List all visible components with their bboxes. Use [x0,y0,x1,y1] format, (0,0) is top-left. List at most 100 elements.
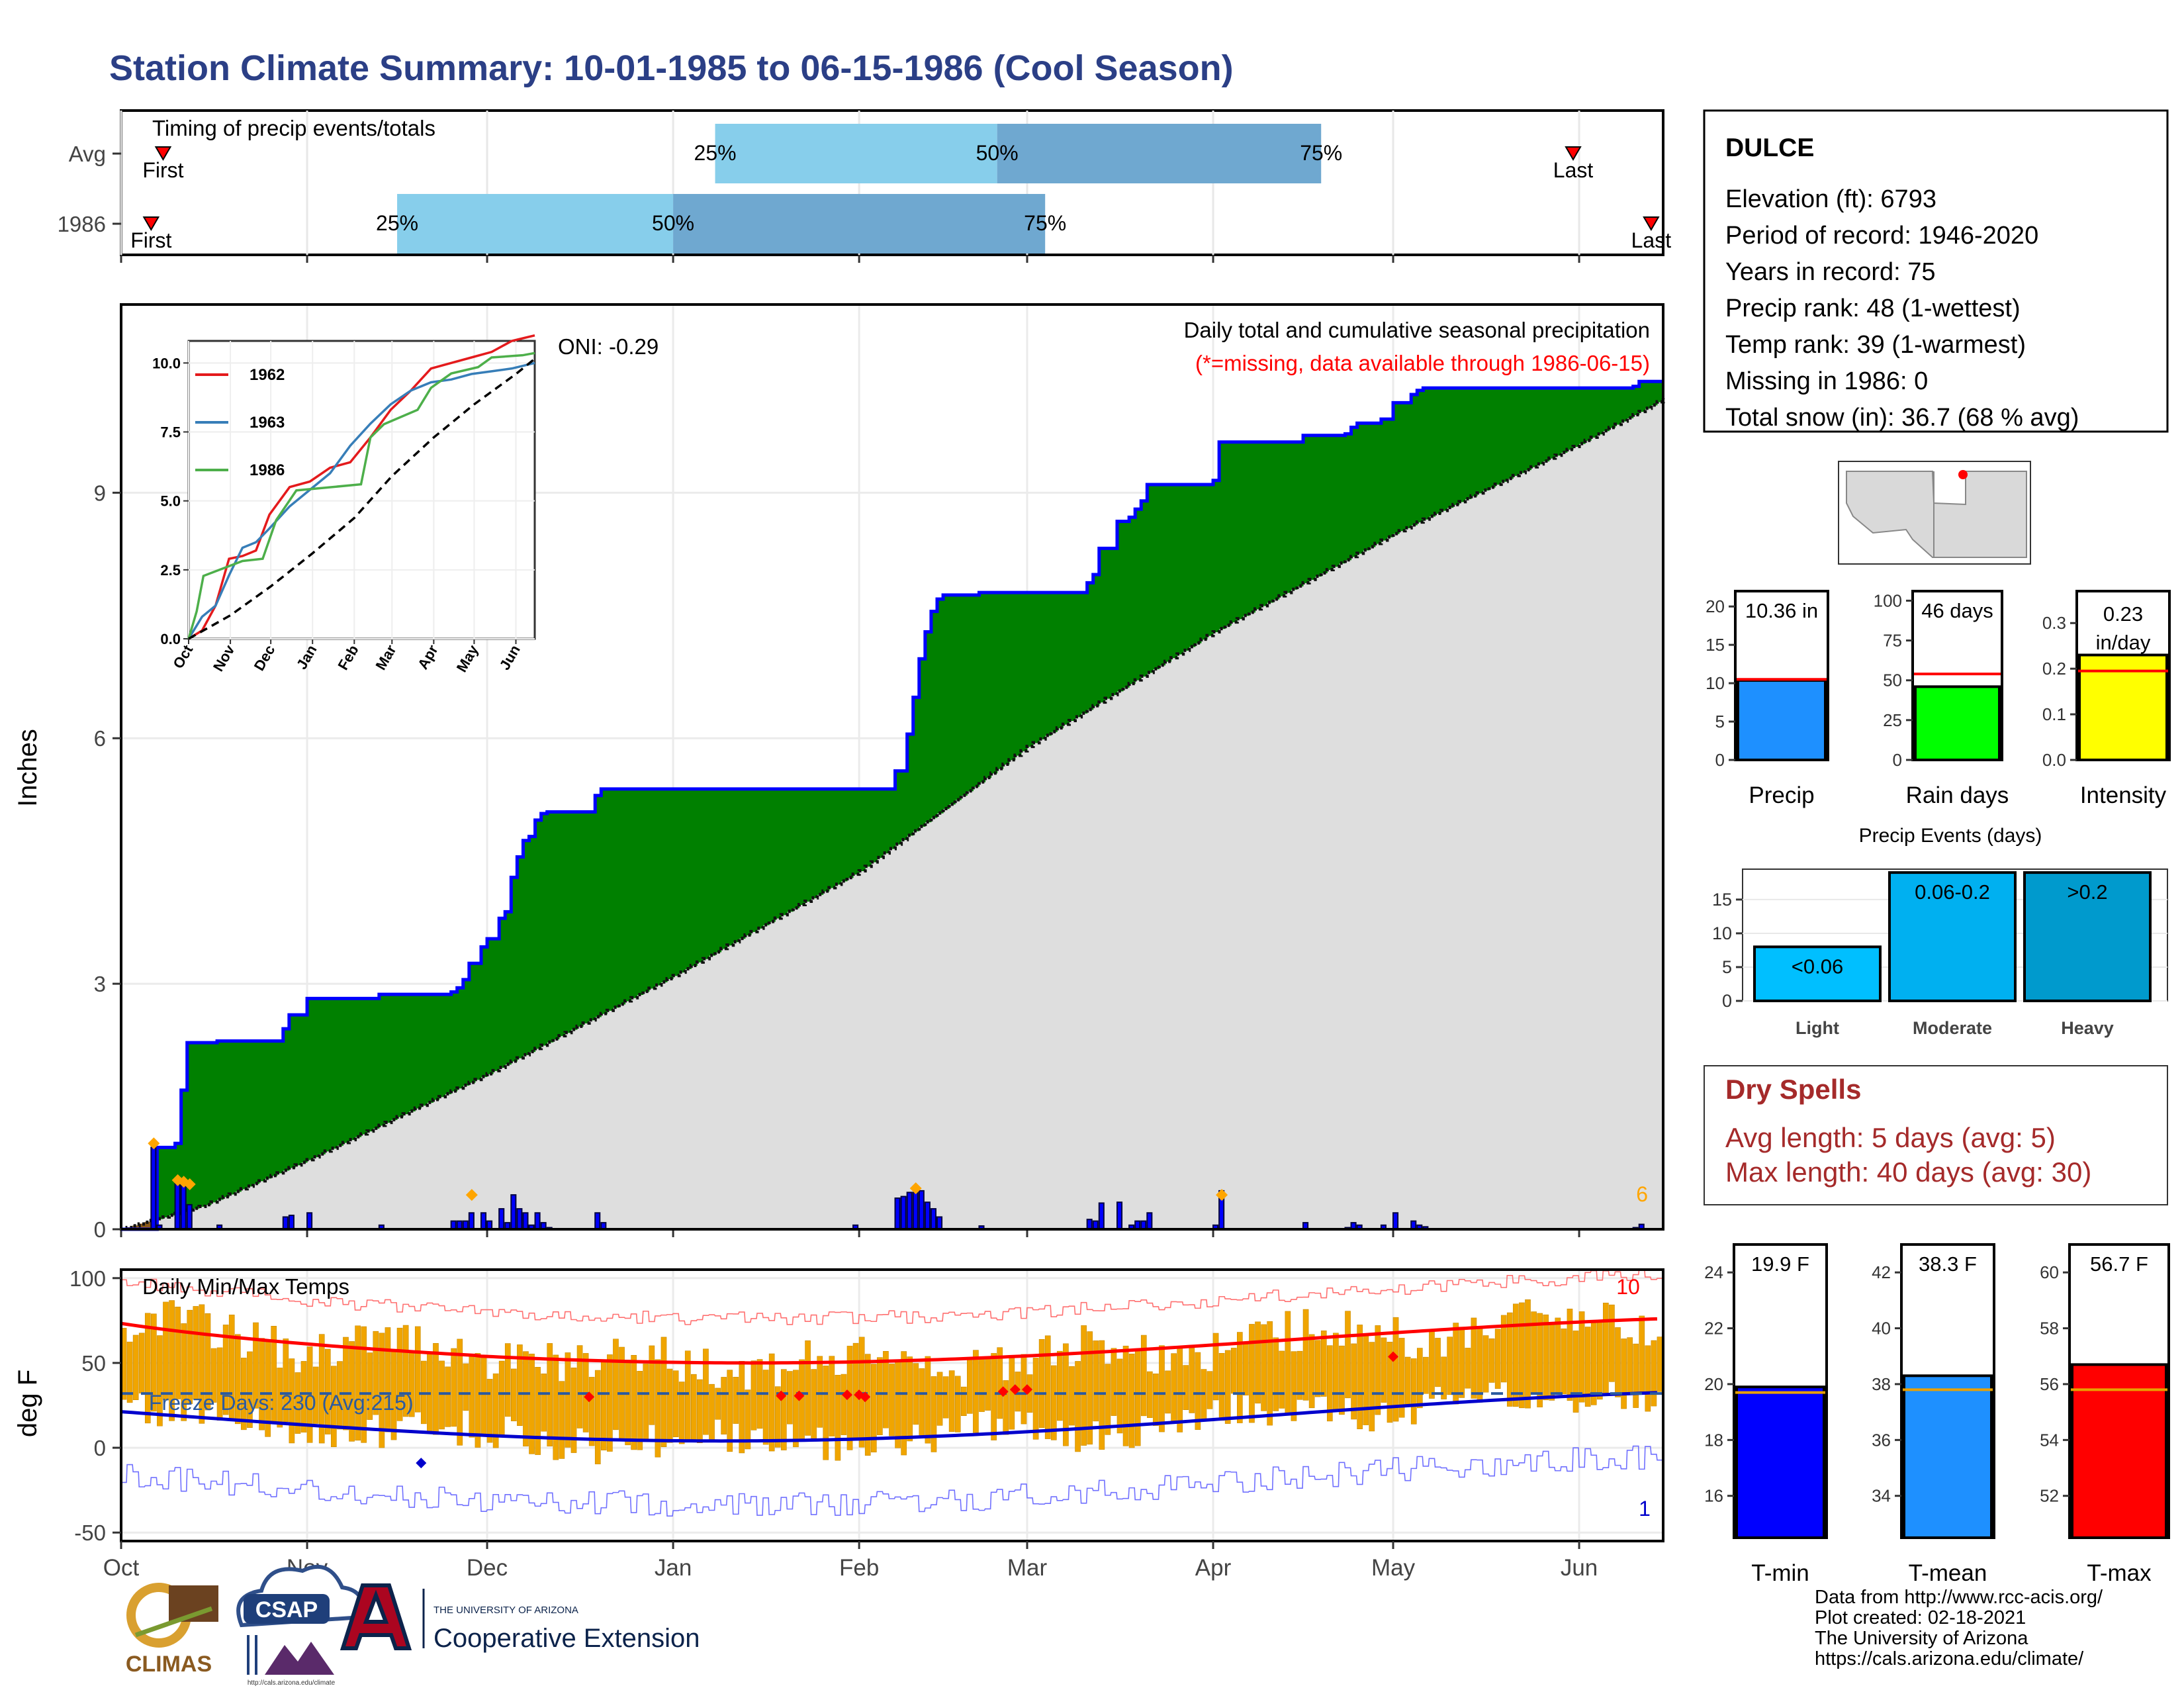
timing-bar-q1-avg [715,124,997,183]
daily-precip-bar-25 [594,1212,601,1230]
record-high-marker-1 [776,1390,787,1401]
daily-precip-bar-16 [498,1208,505,1230]
dry-spells-frame [1704,1065,2168,1205]
timing-p50-avg: 50% [976,141,1019,165]
timing-p25-1986: 25% [376,211,418,235]
station-info-box: DULCE Elevation (ft): 6793 Period of reco… [1703,109,2169,433]
temp-summary-category-label-t-min: T-min [1751,1560,1809,1586]
daily-precip-bar-28 [894,1197,901,1230]
temp-ylabel: deg F [13,1370,42,1437]
freeze-days-label: Freeze Days: 230 (Avg:215) [149,1391,414,1415]
station-line-2: Years in record: 75 [1725,258,1936,286]
temp-summary-panels: 16 18 20 22 24 19.9 F T-min 34 36 38 40 42 38.3 F T-m… [1704,1243,2170,1586]
timing-p25-avg: 25% [694,141,737,165]
precip-chart-subtitle: (*=missing, data available through 1986-… [1195,351,1650,375]
precip-ytick-label-6: 6 [94,726,106,751]
precip-summary-category-label-rain-days: Rain days [1906,782,2009,808]
timing-p75-1986: 75% [1024,211,1066,235]
temp-summary-ytick-label-2-4: 60 [2040,1262,2059,1282]
timing-p50-1986: 50% [652,211,694,235]
daily-precip-bar-6 [282,1216,289,1231]
temp-summary-value-label-t-min: 19.9 F [1751,1252,1809,1276]
precip-summary-category-label-precip: Precip [1749,782,1814,808]
inset-ytick-label-4: 10.0 [152,355,181,371]
ua-logo: THE UNIVERSITY OF ARIZONA Cooperative Ex… [340,1583,700,1653]
last-marker-1986 [1643,216,1660,231]
temp-ytick-label-0: 0 [94,1436,106,1460]
temp-summary-ytick-label-0-2: 20 [1704,1374,1723,1394]
max-precip-marker-4 [465,1189,478,1201]
dry-spells-max: Max length: 40 days (avg: 30) [1725,1156,2091,1188]
station-lines: Elevation (ft): 6793 Period of record: 19… [1725,185,2079,432]
avg-min-temp-line [120,1391,1658,1443]
temp-summary-ytick-label-1-4: 42 [1872,1262,1891,1282]
precip-yticks: 0 3 6 9 [94,481,121,1242]
temp-xtick-label-3: Jan [655,1555,692,1581]
temp-xtick-label-2: Dec [467,1555,508,1581]
timing-panel: 25% 50% 75% First Last Avg 25% 50% 75% First Last 1… [58,109,1671,263]
precip-summary-bar-precip [1737,679,1827,762]
precip-summary-ytick-label-1-3: 75 [1883,631,1902,651]
daily-precip-bar-31 [912,1192,919,1231]
inset-ytick-label-3: 7.5 [160,424,181,441]
station-line-4: Temp rank: 39 (1-warmest) [1725,331,2026,359]
record-max-line [121,1268,1662,1325]
ua-block-a [340,1583,412,1650]
ua-small-text: THE UNIVERSITY OF ARIZONA [433,1605,578,1616]
temp-yticks: -50 0 50 100 [69,1266,121,1545]
station-frame [1703,109,2169,433]
precip-summary-ytick-label-0-0: 0 [1715,750,1725,770]
daily-precip-bar-3 [180,1181,187,1230]
record-low-marker-0 [416,1458,427,1469]
precip-summary-ytick-label-1-0: 0 [1893,750,1902,770]
timing-title: Timing of precip events/totals [152,116,435,140]
daily-precip-bar-19 [516,1208,523,1230]
precip-summary-ytick-label-0-1: 5 [1715,712,1725,731]
precip-ytick-label-9: 9 [94,481,106,505]
daily-precip-bar-33 [924,1201,931,1230]
daily-precip-bar-4 [186,1203,193,1230]
footer-credit-line-0: Data from http://www.rcc-acis.org/ [1815,1587,2103,1608]
csap-badge [244,1594,330,1624]
first-label-avg: First [142,158,183,182]
temp-summary-ytick-label-0-1: 18 [1704,1430,1723,1450]
station-location-marker [1958,470,1968,479]
min-count-label: 1 [1639,1497,1651,1521]
footer-credit-line-3: https://cals.arizona.edu/climate/ [1815,1648,2084,1669]
temp-xtick-label-4: Feb [839,1555,879,1581]
dry-spells-box: Dry Spells Avg length: 5 days (avg: 5) M… [1704,1065,2168,1205]
temp-xtick-label-7: May [1371,1555,1416,1581]
first-label-1986: First [130,228,171,252]
inset-frame [187,340,536,640]
temp-data [120,1268,1663,1517]
first-marker-1986 [142,216,160,231]
temp-summary-bar-t-mean [1903,1374,1993,1539]
daily-precip-bar-35 [936,1216,943,1231]
location-map [1838,461,2031,565]
precip-events-title: Precip Events (days) [1859,825,2042,847]
precip-summary-ytick-label-0-2: 10 [1706,673,1725,693]
temp-summary-ytick-label-2-1: 54 [2040,1430,2059,1450]
inset-ytick-label-1: 2.5 [160,562,181,579]
station-name: DULCE [1725,134,1814,162]
temp-ytick-label--50: -50 [74,1521,106,1545]
timing-bar-q2-1986 [673,194,1046,254]
station-line-6: Total snow (in): 36.7 (68 % avg) [1725,404,2079,432]
temp-summary-bar-t-min [1735,1385,1825,1539]
inset-panel: Oct Nov Dec Jan Feb Mar Apr May Jun0.02.55.07.51… [152,334,536,675]
csap-mountains [265,1642,334,1675]
avg-max-temp-line [120,1317,1658,1365]
timing-p75-avg: 75% [1300,141,1342,165]
temp-summary-ytick-label-2-2: 56 [2040,1374,2059,1394]
precip-summary-ytick-label-1-2: 50 [1883,671,1902,690]
precip-summary-value-label-intensity: 0.23 [2103,602,2143,626]
footer-logos: CLIMAS CSAP http://cals.arizona.edu/clim… [126,1564,700,1687]
precip-events-bar-heavy [2023,871,2152,1002]
daily-precip-bar-14 [480,1212,487,1230]
precip-events-bar-moderate [1888,871,2017,1002]
station-line-5: Missing in 1986: 0 [1725,367,1928,395]
record-high-marker-2 [794,1390,805,1401]
precip-events-ytick-label-3: 15 [1712,890,1732,910]
daily-precip-bar-40 [1116,1201,1123,1230]
